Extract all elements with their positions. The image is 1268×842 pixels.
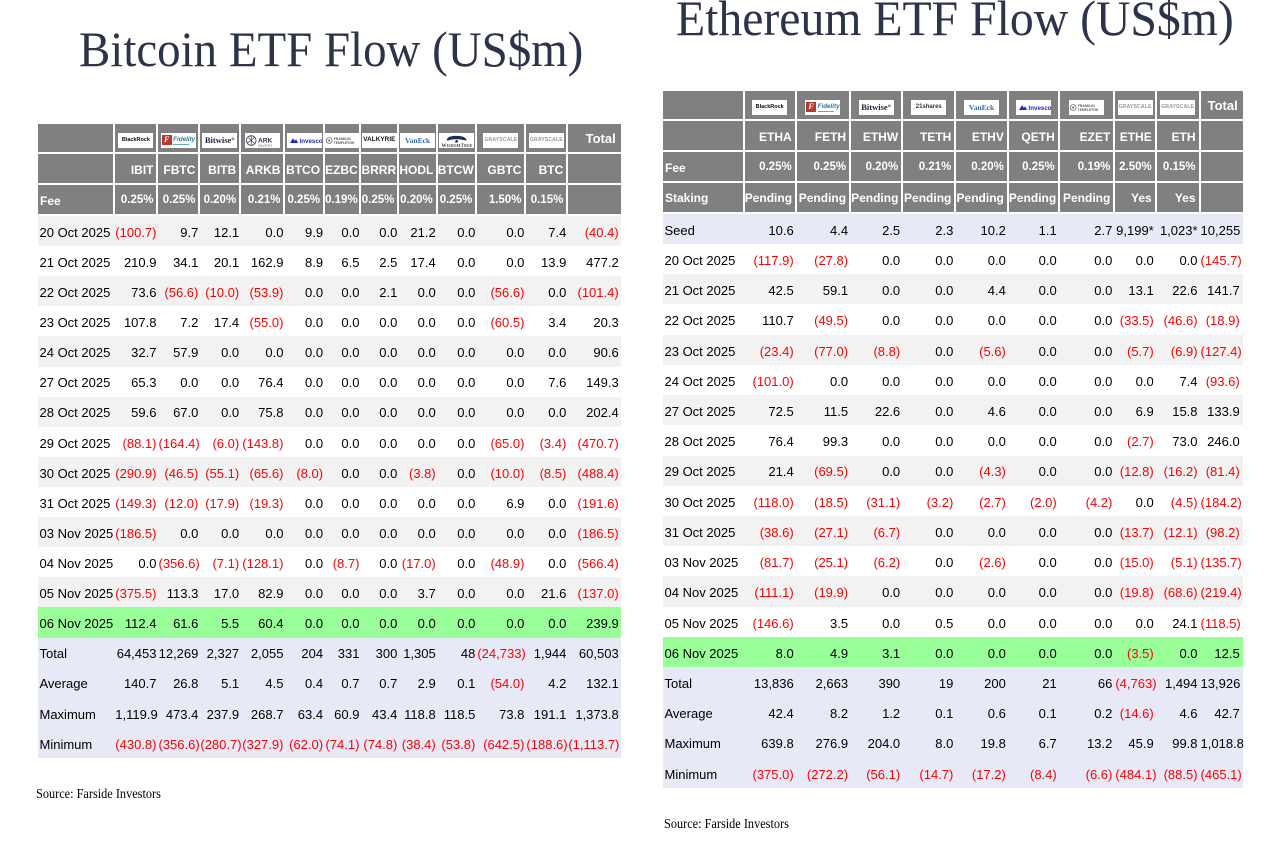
svg-text:FRANKLIN: FRANKLIN <box>334 137 351 141</box>
svg-text:Invesco: Invesco <box>1028 105 1051 112</box>
svg-text:Invesco: Invesco <box>299 138 322 145</box>
svg-text:WISDOMTREE: WISDOMTREE <box>442 144 473 148</box>
svg-text:ARK: ARK <box>258 138 273 145</box>
svg-text:TEMPLETON: TEMPLETON <box>1078 108 1099 112</box>
svg-text:TEMPLETON: TEMPLETON <box>334 141 355 145</box>
svg-text:INVEST: INVEST <box>258 144 274 148</box>
svg-text:FRANKLIN: FRANKLIN <box>1078 104 1095 108</box>
